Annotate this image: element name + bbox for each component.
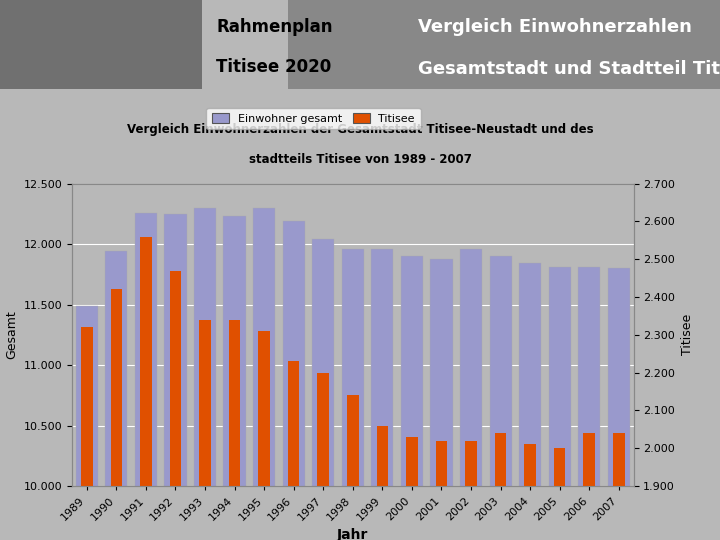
- Bar: [524, 444, 536, 540]
- Bar: [342, 249, 364, 540]
- Bar: [608, 268, 630, 540]
- Text: Rahmenplan: Rahmenplan: [216, 18, 333, 36]
- Bar: [199, 320, 211, 540]
- Bar: [613, 433, 624, 540]
- Bar: [406, 437, 418, 540]
- Bar: [490, 256, 512, 540]
- Bar: [223, 216, 246, 540]
- Bar: [519, 264, 541, 540]
- Bar: [288, 0, 720, 89]
- Bar: [76, 306, 98, 540]
- Bar: [283, 221, 305, 540]
- Bar: [460, 249, 482, 540]
- Bar: [549, 267, 571, 540]
- Bar: [377, 426, 388, 540]
- Bar: [554, 448, 565, 540]
- Text: stadtteils Titisee von 1989 - 2007: stadtteils Titisee von 1989 - 2007: [248, 153, 472, 166]
- X-axis label: Jahr: Jahr: [337, 528, 369, 540]
- Bar: [465, 441, 477, 540]
- Bar: [105, 251, 127, 540]
- Bar: [194, 208, 216, 540]
- Bar: [140, 237, 152, 540]
- Bar: [0, 0, 202, 89]
- Bar: [578, 267, 600, 540]
- Bar: [372, 249, 393, 540]
- Bar: [81, 327, 93, 540]
- Bar: [170, 271, 181, 540]
- Text: Gesamtstadt und Stadtteil Titisee: Gesamtstadt und Stadtteil Titisee: [418, 60, 720, 78]
- Bar: [495, 433, 506, 540]
- Text: Titisee 2020: Titisee 2020: [216, 58, 331, 76]
- Bar: [164, 214, 186, 540]
- Bar: [583, 433, 595, 540]
- Bar: [318, 373, 329, 540]
- Bar: [288, 361, 300, 540]
- Y-axis label: Gesamt: Gesamt: [5, 310, 18, 359]
- Y-axis label: Titisee: Titisee: [680, 314, 694, 355]
- Bar: [312, 239, 334, 540]
- Bar: [436, 441, 447, 540]
- Legend: Einwohner gesamt, Titisee: Einwohner gesamt, Titisee: [207, 107, 420, 130]
- Bar: [258, 331, 270, 540]
- Bar: [135, 213, 157, 540]
- Text: Vergleich Einwohnerzahlen: Vergleich Einwohnerzahlen: [418, 18, 691, 36]
- Bar: [229, 320, 240, 540]
- Bar: [431, 259, 453, 540]
- Bar: [401, 256, 423, 540]
- Text: Vergleich Einwohnerzahlen der Gesamtstadt Titisee-Neustadt und des: Vergleich Einwohnerzahlen der Gesamtstad…: [127, 123, 593, 136]
- Bar: [111, 289, 122, 540]
- Bar: [347, 395, 359, 540]
- Bar: [253, 208, 275, 540]
